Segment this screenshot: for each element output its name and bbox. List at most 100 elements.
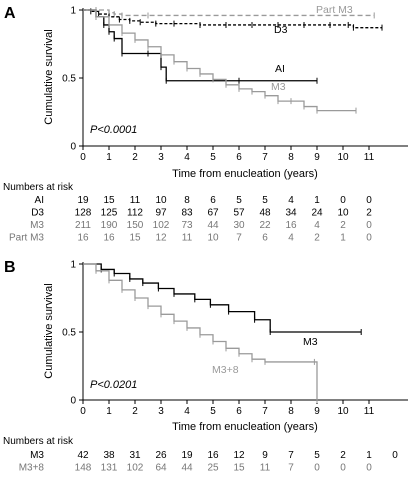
panel-a-x-title: Time from enucleation (years) (172, 168, 318, 180)
panel-b-xtick-label: 3 (158, 406, 164, 417)
risk-cell: 7 (288, 450, 294, 461)
risk-cell: 0 (366, 463, 372, 474)
panel-b-letter: B (4, 259, 16, 276)
panel-b-xtick-label: 1 (106, 406, 112, 417)
risk-cell: 64 (155, 463, 167, 474)
panel-b-xtick-label: 2 (132, 406, 138, 417)
panel-a-xtick-label: 10 (337, 152, 349, 163)
label-d3: D3 (274, 24, 288, 36)
risk-cell: 42 (77, 450, 89, 461)
risk-cell: 15 (129, 233, 141, 244)
label-b-m3-8: M3+8 (212, 364, 239, 376)
panel-b-ytick-label: 0 (70, 396, 76, 407)
risk-cell: 67 (207, 208, 219, 219)
risk-cell: 9 (262, 450, 268, 461)
panel-a-xtick-label: 0 (80, 152, 86, 163)
risk-cell: 7 (288, 463, 294, 474)
panel-b-xtick-label: 4 (184, 406, 190, 417)
risk-cell: 148 (75, 463, 92, 474)
panel-a-xtick-label: 1 (106, 152, 112, 163)
series-line-m3 (83, 263, 362, 333)
panel-a-xtick-label: 4 (184, 152, 190, 163)
panel-a-series-labels: Part M3 D3 AI M3 (271, 4, 353, 93)
risk-row-label: M3+8 (19, 463, 45, 474)
risk-cell: 190 (101, 220, 118, 231)
panel-a-letter: A (4, 5, 16, 22)
risk-cell: 5 (314, 450, 320, 461)
panel-a: A Cumulative survival Time from enucleat… (3, 4, 408, 244)
risk-cell: 0 (366, 220, 372, 231)
risk-cell: 0 (340, 195, 346, 206)
label-part-m3: Part M3 (316, 4, 353, 16)
panel-b: B Cumulative survival Time from enucleat… (3, 259, 408, 474)
risk-cell: 4 (288, 233, 294, 244)
risk-cell: 57 (233, 208, 245, 219)
risk-cell: 22 (259, 220, 271, 231)
risk-row-label: Part M3 (9, 233, 44, 244)
risk-cell: 19 (181, 450, 193, 461)
panel-b-xtick-label: 7 (262, 406, 268, 417)
risk-cell: 6 (262, 233, 268, 244)
risk-cell: 0 (314, 463, 320, 474)
risk-cell: 10 (155, 195, 167, 206)
risk-cell: 31 (129, 450, 141, 461)
panel-b-xtick-label: 0 (80, 406, 86, 417)
panel-a-xtick-label: 6 (236, 152, 242, 163)
risk-cell: 11 (130, 195, 141, 206)
panel-a-axes (82, 8, 408, 147)
panel-a-ytick-label: 0 (70, 142, 76, 153)
panel-b-axes (82, 262, 408, 401)
panel-b-xtick-label: 8 (288, 406, 294, 417)
panel-b-xtick-label: 6 (236, 406, 242, 417)
label-b-m3: M3 (303, 336, 318, 348)
panel-a-xtick-label: 2 (132, 152, 138, 163)
panel-a-xtick-label: 8 (288, 152, 294, 163)
risk-cell: 19 (77, 195, 89, 206)
panel-a-xtick-label: 5 (210, 152, 216, 163)
risk-cell: 34 (285, 208, 297, 219)
risk-cell: 5 (236, 195, 242, 206)
risk-cell: 12 (233, 450, 245, 461)
risk-cell: 102 (153, 220, 170, 231)
risk-cell: 48 (259, 208, 271, 219)
risk-cell: 2 (340, 220, 346, 231)
risk-cell: 12 (155, 233, 167, 244)
risk-cell: 2 (366, 208, 372, 219)
panel-a-xtick-label: 11 (364, 152, 375, 163)
risk-cell: 112 (127, 208, 143, 219)
risk-cell: 0 (366, 195, 372, 206)
risk-cell: 1 (340, 233, 346, 244)
label-m3: M3 (271, 81, 286, 93)
risk-cell: 131 (101, 463, 118, 474)
risk-cell: 5 (262, 195, 268, 206)
panel-a-risk-title: Numbers at risk (3, 182, 74, 193)
risk-cell: 10 (337, 208, 349, 219)
risk-cell: 2 (340, 450, 346, 461)
risk-cell: 15 (233, 463, 245, 474)
panel-a-ytick-label: 0.5 (62, 74, 76, 85)
risk-cell: 24 (311, 208, 323, 219)
risk-row-label: M3 (30, 220, 44, 231)
risk-cell: 150 (127, 220, 144, 231)
risk-cell: 7 (236, 233, 242, 244)
risk-cell: 0 (392, 450, 398, 461)
risk-cell: 44 (181, 463, 193, 474)
panel-b-ytick-label: 0.5 (62, 328, 76, 339)
risk-cell: 4 (314, 220, 320, 231)
risk-cell: 44 (207, 220, 219, 231)
risk-row-label: D3 (31, 208, 44, 219)
panel-b-x-title: Time from enucleation (years) (172, 421, 318, 433)
risk-cell: 211 (75, 220, 91, 231)
risk-cell: 83 (181, 208, 193, 219)
panel-a-xtick-label: 9 (314, 152, 320, 163)
risk-cell: 25 (207, 463, 219, 474)
risk-cell: 6 (210, 195, 216, 206)
panel-b-y-title: Cumulative survival (43, 283, 55, 378)
risk-cell: 16 (285, 220, 297, 231)
panel-b-xtick-label: 10 (337, 406, 349, 417)
panel-a-pvalue: P<0.0001 (90, 124, 137, 136)
risk-cell: 8 (184, 195, 190, 206)
risk-cell: 0 (366, 233, 372, 244)
risk-cell: 2 (314, 233, 320, 244)
